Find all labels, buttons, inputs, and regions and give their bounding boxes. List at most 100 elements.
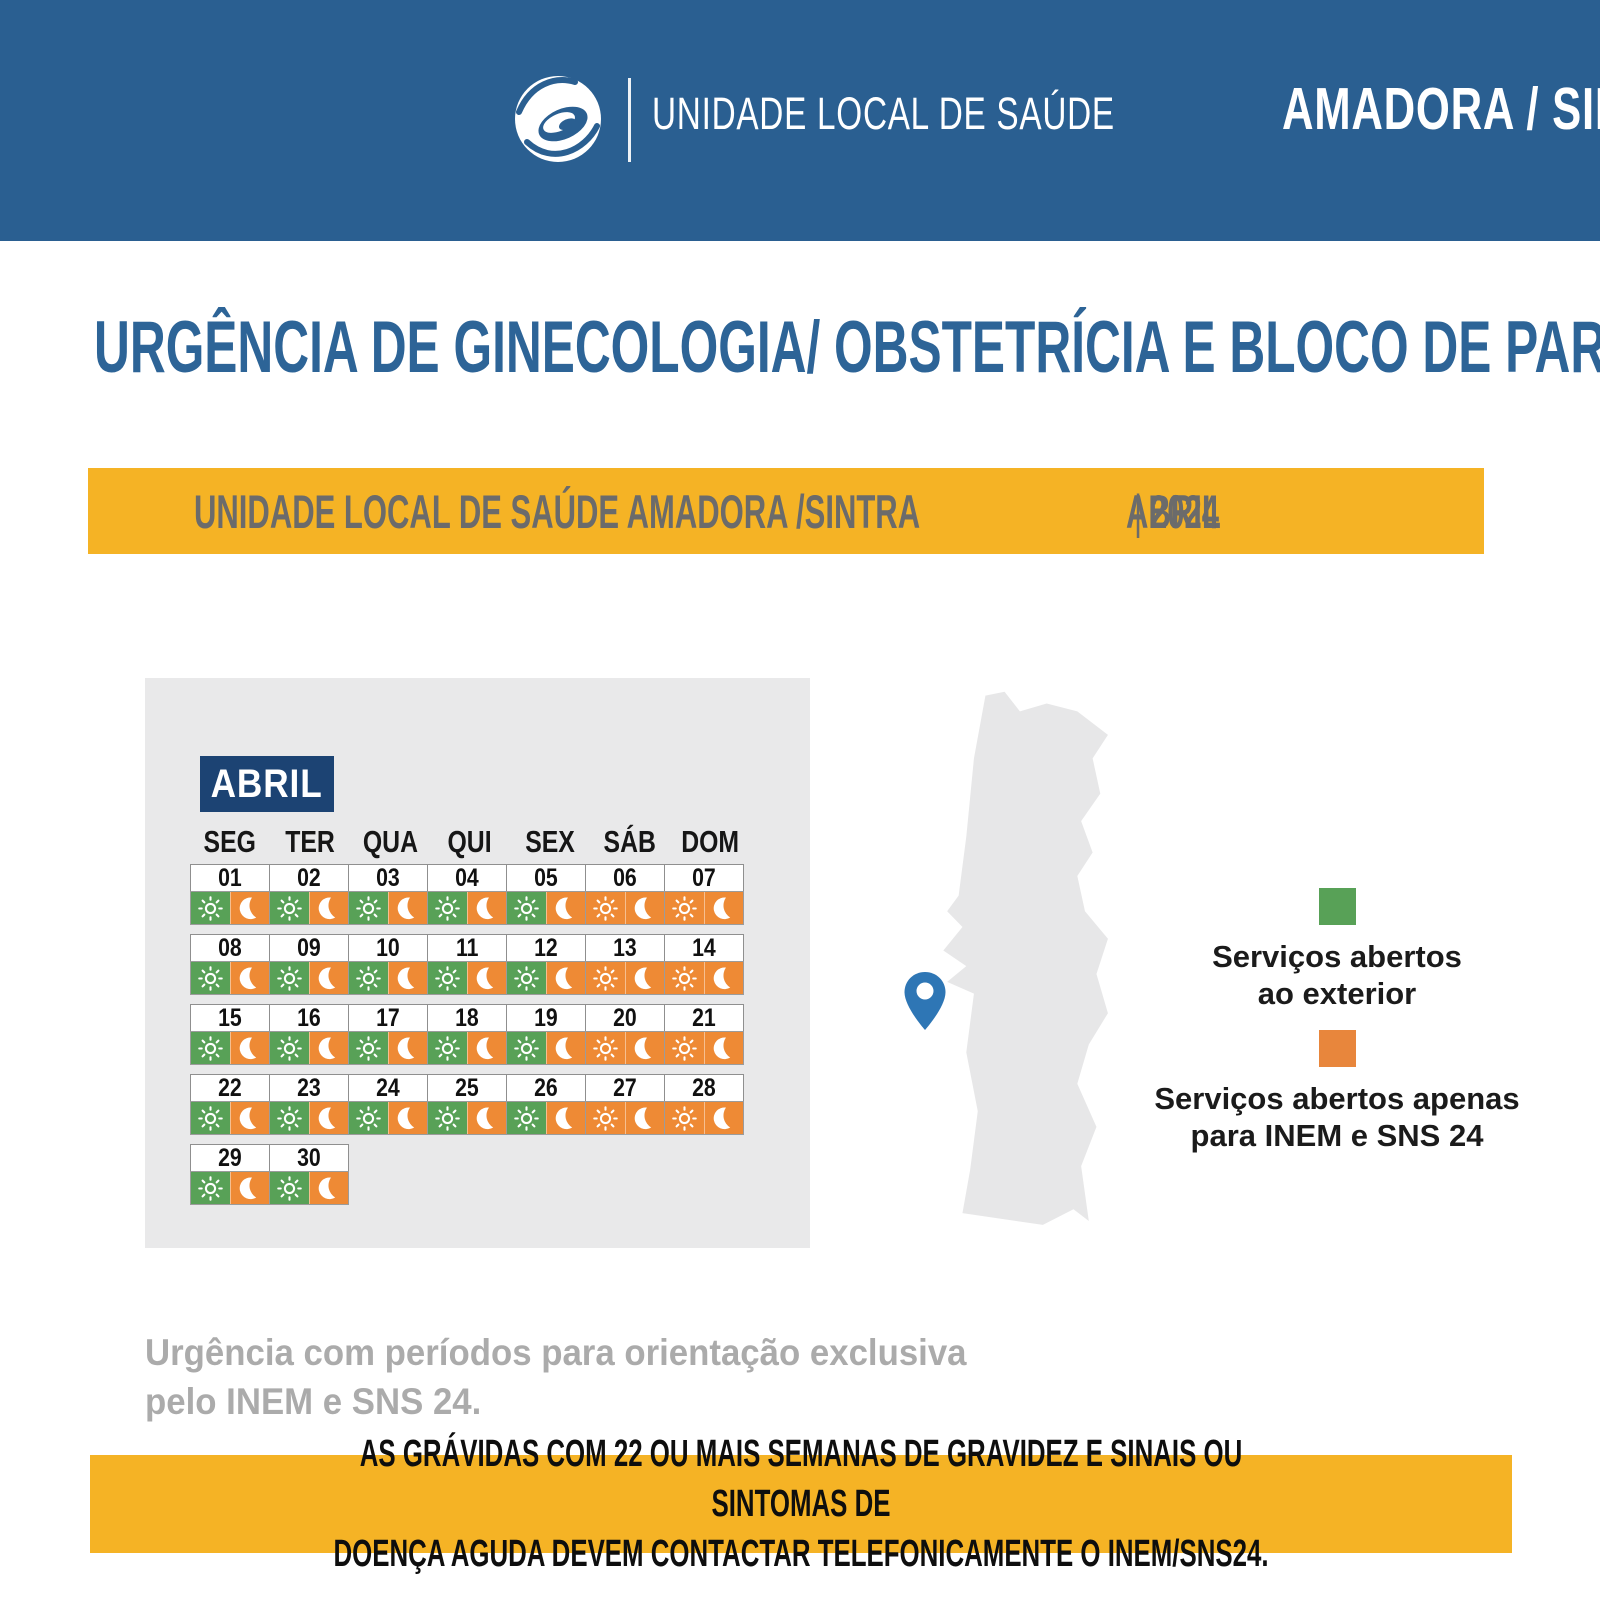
night-shift-cell [545,1032,585,1064]
sun-icon [197,1105,223,1131]
calendar-day-header: SEG [203,824,257,859]
sun-icon [276,965,302,991]
moon-icon [397,897,415,919]
day-shift-cell [270,962,309,994]
day-number: 22 [190,1074,270,1102]
calendar-day-12: 12 [506,934,586,995]
calendar-day-15: 15 [190,1004,270,1065]
night-shift-cell [308,1032,348,1064]
moon-icon [239,1177,257,1199]
day-shift-cell [665,962,704,994]
day-number: 17 [348,1004,428,1032]
day-shift-cell [586,892,625,924]
sun-icon [592,895,618,921]
calendar-day-header: QUA [362,824,418,859]
sun-icon [355,1035,381,1061]
moon-icon [713,1037,731,1059]
day-number: 09 [269,934,349,962]
day-shift-cell [428,1102,467,1134]
sun-icon [513,1035,539,1061]
day-shift-cell [428,962,467,994]
moon-icon [555,1107,573,1129]
night-shift-cell [229,1172,269,1204]
day-shift-cell [428,1032,467,1064]
calendar-day-03: 03 [348,864,428,925]
day-shift-cell [586,1102,625,1134]
calendar-day-02: 02 [269,864,349,925]
calendar-week-row: 15 16 17 18 19 20 21 [190,1004,744,1065]
night-shift-cell [229,892,269,924]
sun-icon [197,1035,223,1061]
moon-icon [713,1107,731,1129]
moon-icon [634,1107,652,1129]
day-shift-cell [507,962,546,994]
footer-text: AS GRÁVIDAS COM 22 OU MAIS SEMANAS DE GR… [333,1432,1269,1576]
calendar-day-16: 16 [269,1004,349,1065]
day-shift-cell [665,1032,704,1064]
calendar-day-14: 14 [664,934,744,995]
night-shift-cell [387,1032,427,1064]
sun-icon [276,1035,302,1061]
note-text-inner: Urgência com períodos para orientação ex… [145,1331,967,1422]
night-shift-cell [466,1102,506,1134]
day-shift-cell [349,1102,388,1134]
calendar-day-26: 26 [506,1074,586,1135]
page-title: URGÊNCIA DE GINECOLOGIA/ OBSTETRÍCIA E B… [94,306,1600,389]
day-number: 01 [190,864,270,892]
calendar-day-29: 29 [190,1144,270,1205]
day-number: 05 [506,864,586,892]
day-shift-cell [349,1032,388,1064]
sun-icon [592,1035,618,1061]
moon-icon [239,1037,257,1059]
sun-icon [671,1035,697,1061]
moon-icon [476,1037,494,1059]
org-name-line2: AMADORA / SINTRA [1281,76,1600,142]
moon-icon [555,967,573,989]
day-number: 07 [664,864,744,892]
facility-name: UNIDADE LOCAL DE SAÚDE AMADORA /SINTRA [194,484,921,538]
calendar-day-17: 17 [348,1004,428,1065]
day-number: 21 [664,1004,744,1032]
night-shift-cell [308,892,348,924]
calendar-day-28: 28 [664,1074,744,1135]
night-shift-cell [229,1102,269,1134]
calendar-day-19: 19 [506,1004,586,1065]
night-shift-cell [466,892,506,924]
calendar-day-01: 01 [190,864,270,925]
moon-icon [476,967,494,989]
calendar-day-11: 11 [427,934,507,995]
night-shift-cell [624,1102,664,1134]
day-number: 18 [427,1004,507,1032]
legend-label-inem-only: Serviços abertos apenas para INEM e SNS … [1154,1081,1520,1154]
calendar-day-18: 18 [427,1004,507,1065]
night-shift-cell [308,1172,348,1204]
moon-icon [318,897,336,919]
calendar-week-row: 08 09 10 11 12 13 14 [190,934,744,995]
day-shift-cell [665,892,704,924]
sun-icon [513,1105,539,1131]
night-shift-cell [229,962,269,994]
calendar-day-header: QUI [447,824,493,859]
calendar-day-23: 23 [269,1074,349,1135]
day-number: 06 [585,864,665,892]
header-band: UNIDADE LOCAL DE SAÚDE AMADORA / SINTRA [0,0,1600,241]
moon-icon [318,1107,336,1129]
night-shift-cell [387,892,427,924]
calendar-day-05: 05 [506,864,586,925]
moon-icon [476,1107,494,1129]
sun-icon [513,895,539,921]
calendar-day-30: 30 [269,1144,349,1205]
day-number: 16 [269,1004,349,1032]
day-shift-cell [270,892,309,924]
calendar-day-header: SEX [525,824,575,859]
calendar-day-27: 27 [585,1074,665,1135]
day-shift-cell [586,1032,625,1064]
moon-icon [713,897,731,919]
sun-icon [592,965,618,991]
org-name-line1: UNIDADE LOCAL DE SAÚDE [652,88,1115,139]
day-number: 28 [664,1074,744,1102]
day-number: 12 [506,934,586,962]
night-shift-cell [703,892,743,924]
moon-icon [713,967,731,989]
day-number: 19 [506,1004,586,1032]
